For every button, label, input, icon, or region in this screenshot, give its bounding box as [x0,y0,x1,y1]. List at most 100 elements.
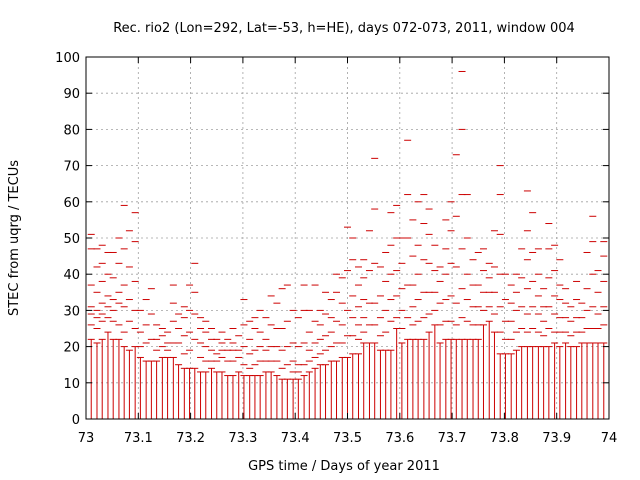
data-point [191,262,199,419]
data-point [371,157,379,419]
data-point [490,230,498,419]
data-point [175,313,183,419]
x-tick-label: 73.3 [228,431,257,446]
data-point [164,331,172,419]
data-point [202,320,210,419]
data-point [251,317,259,419]
data-point [474,251,482,419]
y-tick-label: 0 [72,413,80,428]
data-point [278,288,286,419]
y-tick-label: 40 [63,268,80,283]
data-point [529,212,537,419]
data-point [240,299,248,419]
data-point [349,237,357,419]
data-point [442,219,450,419]
data-point [376,266,384,419]
data-point [409,219,417,419]
x-tick-label: 73.8 [490,431,519,446]
data-point [136,309,144,419]
data-point [567,306,575,419]
data-point [109,251,117,419]
data-point [414,201,422,419]
data-point [589,215,597,419]
data-point [273,302,281,419]
x-tick-label: 73.7 [438,431,467,446]
data-point [447,201,455,419]
data-point [305,309,313,419]
y-tick-label: 50 [63,232,80,247]
data-point [393,204,401,419]
x-tick-label: 73.9 [542,431,571,446]
grid-lines [86,57,609,419]
data-point [540,288,548,419]
data-point [578,302,586,419]
data-point [208,328,216,419]
y-tick-label: 20 [63,341,80,356]
x-axis-label: GPS time / Days of year 2011 [248,459,440,474]
data-point [507,284,515,419]
data-point [311,284,319,419]
data-point [300,284,308,419]
data-point [360,259,368,419]
axis-ticks: 0 10 20 30 40 50 60 70 80 90 100 73 73.1 73.2 73.3 73.4… [55,51,617,446]
data-point [186,284,194,419]
y-tick-label: 100 [55,51,80,66]
data-point [229,328,237,419]
data-point [404,139,412,419]
y-tick-label: 60 [63,196,80,211]
data-point [518,248,526,419]
data-point [354,266,362,419]
y-tick-label: 30 [63,304,80,319]
data-point [120,204,128,419]
x-tick-label: 73.6 [385,431,414,446]
x-tick-label: 73.2 [176,431,205,446]
data-point [600,241,608,419]
data-point [545,223,553,419]
data-point [283,284,291,419]
data-point [463,194,471,419]
data-point [344,226,351,419]
y-tick-label: 10 [63,377,80,392]
data-point [131,212,139,419]
chart-title: Rec. rio2 (Lon=292, Lat=-53, h=HE), days… [113,21,575,36]
data-point [224,338,232,419]
data-point [322,291,330,419]
data-point [246,320,254,419]
data-point [436,266,444,419]
data-point [338,277,346,419]
x-tick-label: 73.1 [124,431,153,446]
y-tick-label: 80 [63,123,80,138]
data-point [98,244,106,419]
data-point [213,338,221,419]
data-point [169,284,177,419]
data-point [235,335,243,419]
data-point [583,251,591,419]
data-point [158,328,166,419]
data-point [262,317,270,419]
y-tick-label: 70 [63,160,80,175]
data-series [87,70,608,419]
data-point [294,317,302,419]
data-point [594,270,602,419]
x-tick-label: 73 [78,431,95,446]
data-point [125,230,133,419]
data-point [512,273,520,419]
data-point [87,233,95,419]
data-point [142,299,150,419]
data-point [147,288,155,419]
y-axis-label: STEC from uqrg / TECUs [7,160,22,316]
data-point [365,230,373,419]
x-tick-label: 73.4 [281,431,310,446]
data-point [180,306,188,419]
data-point [523,190,531,419]
data-point [452,154,460,419]
data-point [327,299,335,419]
y-tick-label: 90 [63,87,80,102]
data-point [534,248,542,419]
x-tick-label: 73.5 [333,431,362,446]
data-point [153,324,161,419]
data-point [420,194,428,419]
data-point [425,208,433,419]
data-point [485,262,493,419]
